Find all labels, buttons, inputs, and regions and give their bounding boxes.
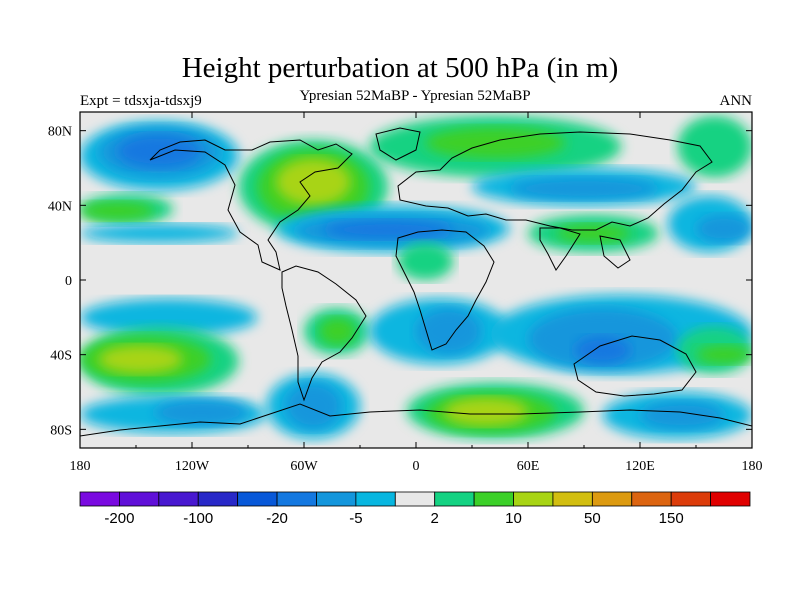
x-tick-label: 0 (413, 459, 420, 474)
y-axis: 80N 40N 0 40S 80S (48, 125, 752, 438)
contour-region-pos-mid (425, 126, 566, 159)
colorbar-label: 150 (659, 510, 684, 527)
colorbar-box (79, 491, 120, 507)
contour-region-pos-mid (318, 317, 357, 346)
chart-title: Height perturbation at 500 hPa (in m) (181, 52, 619, 84)
contour-region-pos-strong (444, 397, 528, 426)
x-tick-label: 120E (625, 459, 655, 474)
x-tick-label: 60E (517, 459, 540, 474)
coastline-eurasia (397, 131, 713, 231)
x-tick-label: 60W (290, 459, 318, 474)
y-tick-label: 80N (48, 125, 72, 140)
colorbar-label: -200 (104, 510, 134, 527)
colorbar-box (631, 491, 672, 507)
contour-region-pos-light (677, 115, 752, 178)
map-panel (79, 111, 753, 449)
contour-region-neg-mid (696, 214, 752, 243)
coastline-greenland (375, 127, 421, 161)
contour-region-neg-mid (154, 399, 248, 426)
experiment-label: Expt = tdsxja-tdsxj9 (80, 93, 202, 109)
x-tick-label: 180 (70, 459, 91, 474)
contour-region-pos-strong (98, 345, 183, 374)
colorbar-box (158, 491, 199, 507)
colorbar-box (394, 491, 436, 507)
y-tick-label: 40S (50, 349, 72, 364)
contour-region-neg-light (80, 224, 239, 243)
coastline-australia (573, 335, 697, 397)
coastline-africa (395, 229, 495, 351)
contour-region-neg-light (80, 298, 258, 337)
colorbar-box (591, 491, 633, 507)
contour-region-neg-mid (416, 308, 482, 355)
colorbar-box (237, 491, 278, 507)
colorbar-box (710, 491, 751, 507)
contour-region-pos-light (397, 242, 454, 280)
colorbar-label: -5 (349, 510, 362, 527)
coastline-southeast-asia (599, 235, 631, 269)
colorbar-label: -20 (266, 510, 288, 527)
contour-region-neg-mid (640, 401, 724, 430)
contour-region-pos-mid (696, 345, 752, 364)
coastline-north-america (149, 139, 353, 271)
contour-region-neg-strong (322, 220, 454, 239)
x-tick-label: 120W (175, 459, 210, 474)
colorbar-label: -100 (183, 510, 213, 527)
coastline-india (539, 227, 581, 271)
colorbar-box (552, 491, 593, 507)
y-tick-label: 40N (48, 199, 72, 214)
colorbar-box (513, 491, 554, 507)
colorbar-box (355, 491, 396, 507)
colorbar-box (316, 491, 357, 507)
period-label: Ypresian 52MaBP - Ypresian 52MaBP (299, 88, 531, 104)
coastline-antarctica (80, 403, 752, 437)
colorbar: -200 -100 -20 -5 2 10 50 150 (79, 491, 751, 527)
contour-region-pos-mid (80, 201, 155, 221)
contour-region-neg-mid (509, 177, 659, 200)
colorbar-box (119, 491, 160, 507)
colorbar-label: 10 (505, 510, 522, 527)
contour-region-pos-strong (276, 158, 351, 206)
x-tick-label: 180 (742, 459, 763, 474)
coastline-layer (80, 127, 752, 437)
colorbar-box (670, 491, 711, 507)
y-tick-label: 80S (50, 423, 72, 438)
contour-region-neg-mid (285, 382, 342, 430)
colorbar-label: 2 (431, 510, 439, 527)
colorbar-box (276, 491, 317, 507)
coastline-south-america (281, 265, 367, 402)
season-label: ANN (719, 93, 753, 109)
contour-region-neg-strong (574, 336, 631, 364)
y-tick-label: 0 (65, 274, 72, 289)
colorbar-box (473, 491, 514, 507)
colorbar-label: 50 (584, 510, 601, 527)
x-axis: 180 120W 60W 0 60E 120E 180 (70, 112, 763, 474)
colorbar-box (197, 491, 239, 507)
colorbar-box (434, 491, 475, 507)
